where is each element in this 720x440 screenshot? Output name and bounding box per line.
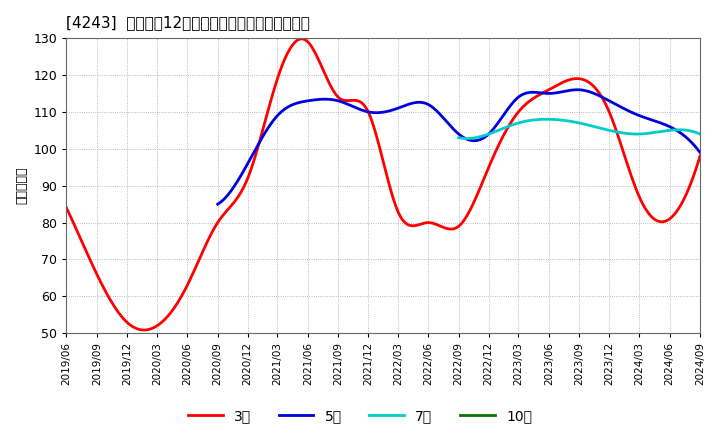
Legend: 3年, 5年, 7年, 10年: 3年, 5年, 7年, 10年: [182, 403, 538, 429]
Y-axis label: （百万円）: （百万円）: [15, 167, 28, 205]
Text: [4243]  経常利益12か月移動合計の標準偏差の推移: [4243] 経常利益12か月移動合計の標準偏差の推移: [66, 15, 310, 30]
